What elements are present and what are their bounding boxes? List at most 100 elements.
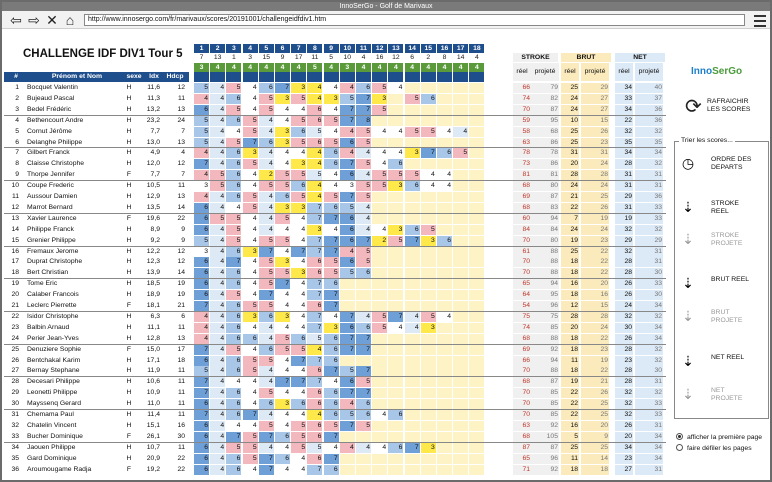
brut-reel: 16 [561,279,579,289]
hole-score: 4 [226,377,242,387]
hole-score: 4 [275,443,290,453]
hole-score: 7 [226,257,242,267]
sort-net-projete-button[interactable]: ⇣ NET PROJETE [681,385,767,409]
hole-score: 5 [275,181,290,191]
hole-score: 4 [420,181,436,191]
option-scroll-pages[interactable]: faire défiler les pages [676,444,752,452]
hole-score: 5 [194,127,209,137]
hole-score [420,268,436,278]
player-num: 8 [15,160,19,167]
hole-score [437,366,452,376]
hole-score: 5 [356,421,371,431]
hole-hdr-cell [307,72,323,82]
player-idx: 13,0 [146,139,160,146]
back-icon[interactable]: ⇦ [10,12,22,28]
hole-score [420,159,436,169]
header-bar [4,72,189,82]
hole-score: 4 [210,203,226,213]
player-sexe: H [126,139,132,146]
net-reel: 28 [615,257,633,267]
sort-stroke-projete-button[interactable]: ⇣ STROKE PROJETE [681,230,767,254]
hole-score: 6 [194,432,209,442]
hole-score: 6 [242,334,258,344]
hole-score: 5 [242,432,258,442]
stroke-projete: 86 [531,138,559,148]
hole-score: 6 [437,236,452,246]
hole-score: 3 [420,443,436,453]
net-reel: 26 [615,290,633,300]
hole-score: 7 [356,94,371,104]
player-name: Leonetti Philippe [27,389,78,396]
brut-reel: 16 [561,421,579,431]
hole-hdr-cell [210,72,226,82]
sort-stroke-reel-button[interactable]: ⇣ STROKE REEL [681,198,767,222]
hole-score: 3 [275,312,290,322]
hole-score [339,432,355,442]
net-projete: 30 [635,268,663,278]
hole-score: 4 [307,148,323,158]
hole-score: 4 [275,105,290,115]
menu-icon[interactable] [753,12,767,28]
refresh-button[interactable]: ⟳ RAFRAICHIR LES SCORES [685,94,765,122]
option-first-page[interactable]: afficher la première page [676,433,762,441]
hole-score [420,279,436,289]
hole-score: 5 [323,116,339,126]
hole-score: 4 [258,214,274,224]
player-hdcp: 7 [181,171,185,178]
forward-icon[interactable]: ⇨ [28,12,40,28]
hole-score: 5 [339,94,355,104]
hole-score [469,236,485,246]
home-icon[interactable]: ⌂ [65,12,75,28]
close-icon[interactable]: ✕ [46,12,58,28]
player-name: Aussour Damien [27,193,78,200]
player-num: 4 [15,117,19,124]
hole-score: 5 [388,170,404,180]
hole-score: 6 [339,214,355,224]
sort-departs-button[interactable]: ◷ ORDRE DES DEPARTS [681,154,767,178]
sort-net-reel-button[interactable]: ⇣ NET REEL [681,352,767,376]
player-name: Coupe Frederic [27,182,74,189]
hole-score: 4 [420,170,436,180]
hole-score: 7 [194,301,209,311]
brut-projete: 27 [581,94,609,104]
hole-score: 7 [291,356,307,366]
brut-projete: 22 [581,334,609,344]
player-hdcp: 13 [177,139,185,146]
hole-score: 4 [356,170,371,180]
hole-score: 4 [194,192,209,202]
hole-score: 5 [242,443,258,453]
url-bar[interactable]: http://www.innosergo.com/fr/marivaux/sco… [84,14,745,26]
hole-score [469,432,485,442]
hole-score: 4 [210,236,226,246]
hole-score [420,138,436,148]
sort-brut-projete-button[interactable]: ⇣ BRUT PROJETE [681,307,767,331]
hole-score: 6 [291,334,307,344]
stroke-reel: 61 [513,247,531,257]
hole-par: 4 [291,63,307,72]
brut-reel: 5 [561,432,579,442]
net-projete: 31 [635,257,663,267]
hole-number: 16 [437,44,452,53]
hole-score [469,192,485,202]
stroke-reel: 64 [513,290,531,300]
player-sexe: H [126,357,132,364]
hole-score [469,105,485,115]
sort-brut-reel-button[interactable]: ⇣ BRUT REEL [681,274,767,298]
hole-score [388,421,404,431]
hole-score [453,410,469,420]
stroke-reel: 70 [513,236,531,246]
hole-score [469,116,485,126]
stroke-projete: 94 [531,214,559,224]
hole-score: 7 [258,454,274,464]
hole-par: 3 [194,63,209,72]
hole-score: 5 [372,323,388,333]
player-num: 7 [15,149,19,156]
player-sexe: F [126,346,132,353]
hole-score: 4 [275,116,290,126]
hole-score: 5 [307,443,323,453]
hole-score: 4 [242,268,258,278]
player-hdcp: 21 [177,302,185,309]
player-num: 9 [15,171,19,178]
hole-score [437,159,452,169]
hole-hcp: 6 [410,54,414,61]
